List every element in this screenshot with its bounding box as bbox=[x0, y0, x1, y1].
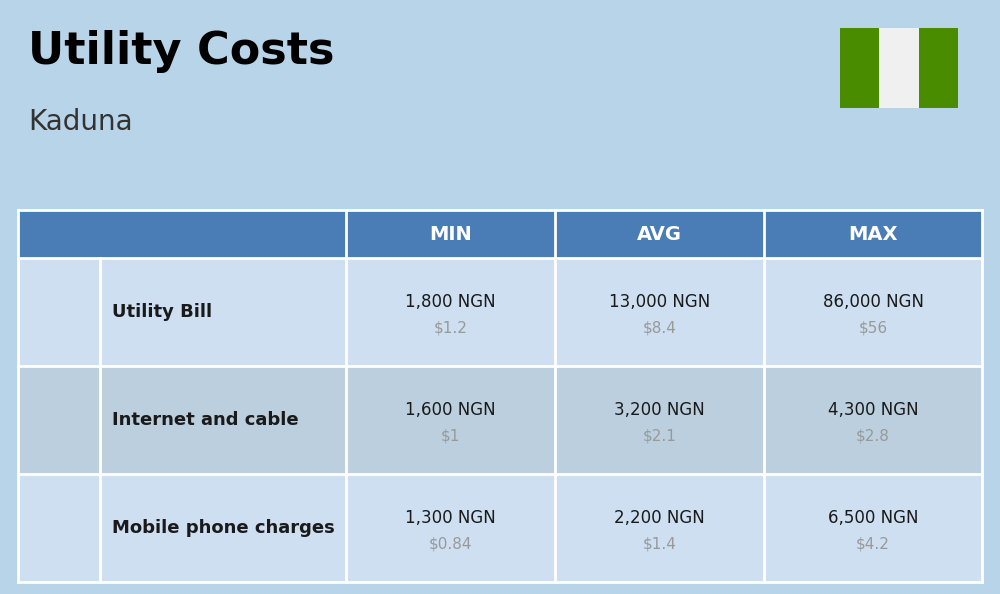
Text: $1.4: $1.4 bbox=[643, 536, 676, 551]
Text: 1,600 NGN: 1,600 NGN bbox=[405, 401, 496, 419]
Bar bbox=[18, 474, 982, 582]
Text: MIN: MIN bbox=[429, 225, 472, 244]
Text: 6,500 NGN: 6,500 NGN bbox=[828, 509, 918, 527]
Text: 1,800 NGN: 1,800 NGN bbox=[405, 293, 496, 311]
Text: MAX: MAX bbox=[848, 225, 898, 244]
Bar bbox=[18, 366, 982, 474]
Text: AVG: AVG bbox=[637, 225, 682, 244]
Bar bbox=[919, 28, 958, 108]
Bar bbox=[29, 390, 89, 450]
Text: Kaduna: Kaduna bbox=[28, 108, 133, 136]
Text: $1.2: $1.2 bbox=[433, 321, 467, 336]
Text: 2,200 NGN: 2,200 NGN bbox=[614, 509, 705, 527]
Bar bbox=[29, 282, 89, 342]
Text: Utility Bill: Utility Bill bbox=[112, 303, 212, 321]
Bar bbox=[18, 210, 982, 258]
Text: Internet and cable: Internet and cable bbox=[112, 411, 299, 429]
Text: 4,300 NGN: 4,300 NGN bbox=[828, 401, 918, 419]
Text: $1: $1 bbox=[441, 428, 460, 444]
Bar bbox=[840, 28, 879, 108]
Text: 1,300 NGN: 1,300 NGN bbox=[405, 509, 496, 527]
Bar bbox=[879, 28, 919, 108]
Text: Utility Costs: Utility Costs bbox=[28, 30, 334, 73]
Text: $2.1: $2.1 bbox=[643, 428, 676, 444]
Text: 13,000 NGN: 13,000 NGN bbox=[609, 293, 710, 311]
Text: $2.8: $2.8 bbox=[856, 428, 890, 444]
Text: $0.84: $0.84 bbox=[429, 536, 472, 551]
Bar bbox=[18, 258, 982, 366]
Text: 86,000 NGN: 86,000 NGN bbox=[823, 293, 924, 311]
Text: Mobile phone charges: Mobile phone charges bbox=[112, 519, 335, 537]
Bar bbox=[29, 498, 89, 558]
Text: 3,200 NGN: 3,200 NGN bbox=[614, 401, 705, 419]
Text: $8.4: $8.4 bbox=[643, 321, 676, 336]
Text: $4.2: $4.2 bbox=[856, 536, 890, 551]
Text: $56: $56 bbox=[859, 321, 888, 336]
